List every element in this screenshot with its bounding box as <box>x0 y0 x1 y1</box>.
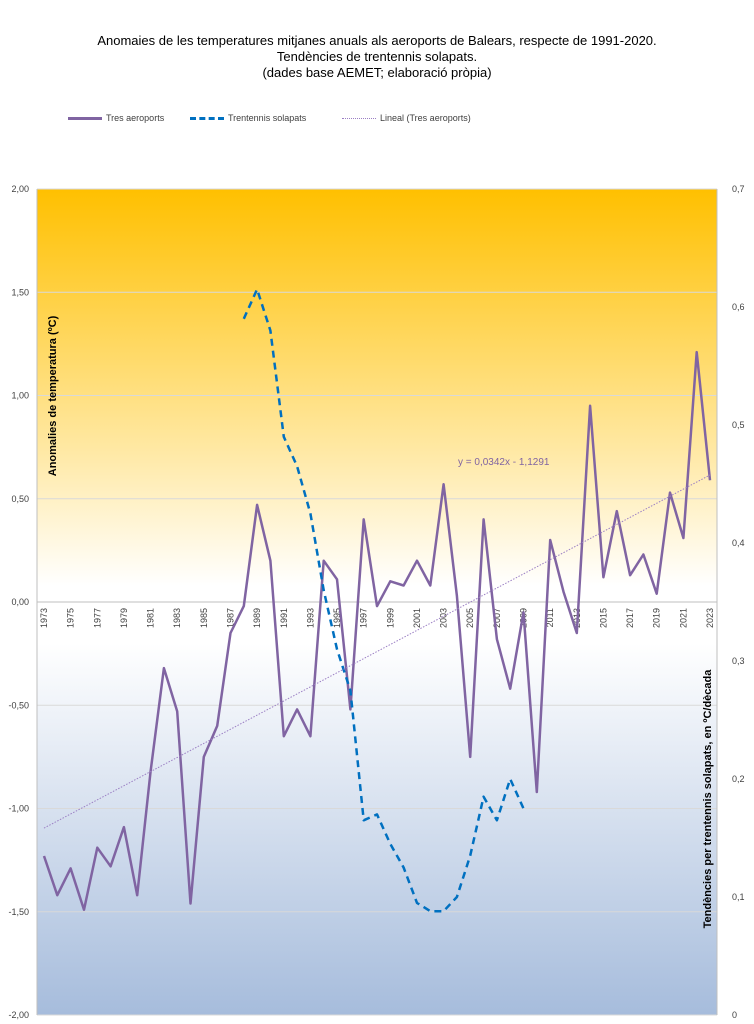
y2-tick-label-4: 0,3 <box>732 656 745 666</box>
y2-tick-label-5: 0,2 <box>732 774 745 784</box>
x-tick-label-1977: 1977 <box>92 608 102 628</box>
x-tick-label-1989: 1989 <box>252 608 262 628</box>
x-tick-label-2001: 2001 <box>412 608 422 628</box>
legend-item-lineal: Lineal (Tres aeroports) <box>342 113 471 123</box>
y-tick-label-2: 1,00 <box>11 391 29 401</box>
y-tick-label-1: 1,50 <box>11 287 29 297</box>
y-axis-title: Anomalies de temperatura (ºC) <box>47 315 59 476</box>
y2-tick-label-3: 0,4 <box>732 538 745 548</box>
x-tick-label-1985: 1985 <box>199 608 209 628</box>
chart-title-line3: (dades base AEMET; elaboració pròpia) <box>262 65 492 80</box>
y2-tick-label-0: 0,7 <box>732 184 745 194</box>
x-tick-label-2007: 2007 <box>492 608 502 628</box>
y-tick-label-5: -0,50 <box>8 700 29 710</box>
x-tick-label-1997: 1997 <box>359 608 369 628</box>
chart-title-line1: Anomaies de les temperatures mitjanes an… <box>97 33 657 48</box>
legend-label-tres-aeroports: Tres aeroports <box>106 113 165 123</box>
chart-title: Anomaies de les temperatures mitjanes an… <box>0 33 754 81</box>
chart-title-line2: Tendències de trentennis solapats. <box>276 49 478 64</box>
x-tick-label-1991: 1991 <box>279 608 289 628</box>
x-tick-label-2011: 2011 <box>545 608 555 627</box>
x-tick-label-1983: 1983 <box>172 608 182 628</box>
legend-swatch-dotted <box>342 117 376 119</box>
series-points-2 <box>43 474 711 829</box>
y2-tick-label-7: 0 <box>732 1010 737 1020</box>
x-tick-label-1979: 1979 <box>119 608 129 628</box>
x-tick-label-2023: 2023 <box>705 608 715 628</box>
x-tick-label-2015: 2015 <box>598 608 608 628</box>
x-tick-label-2019: 2019 <box>652 608 662 628</box>
x-tick-label-1995: 1995 <box>332 608 342 628</box>
x-tick-label-1981: 1981 <box>146 608 156 628</box>
x-tick-label-2021: 2021 <box>678 608 688 628</box>
y2-tick-label-1: 0,6 <box>732 302 745 312</box>
legend-swatch-dashed <box>190 116 224 120</box>
x-tick-label-1987: 1987 <box>225 608 235 628</box>
x-tick-label-2017: 2017 <box>625 608 635 628</box>
y-tick-label-6: -1,00 <box>8 804 29 814</box>
y-tick-label-4: 0,00 <box>11 597 29 607</box>
x-tick-label-2003: 2003 <box>439 608 449 628</box>
legend-label-trentennis: Trentennis solapats <box>228 113 307 123</box>
y-tick-label-0: 2,00 <box>11 184 29 194</box>
series-line-2 <box>43 474 711 829</box>
y2-tick-label-6: 0,1 <box>732 892 745 902</box>
legend-item-trentennis: Trentennis solapats <box>190 113 306 123</box>
x-tick-label-1973: 1973 <box>39 608 49 628</box>
legend-label-lineal: Lineal (Tres aeroports) <box>380 113 471 123</box>
y-tick-label-7: -1,50 <box>8 907 29 917</box>
series-line-1 <box>242 288 525 913</box>
y2-axis-title: Tendències per trentennis solapats, en º… <box>702 669 714 929</box>
x-tick-label-1993: 1993 <box>305 608 315 628</box>
y2-tick-label-2: 0,5 <box>732 420 745 430</box>
legend-item-tres-aeroports: Tres aeroports <box>68 113 164 123</box>
x-tick-label-1999: 1999 <box>385 608 395 628</box>
x-tick-label-2005: 2005 <box>465 608 475 628</box>
y-tick-label-8: -2,00 <box>8 1010 29 1020</box>
y-tick-label-3: 0,50 <box>11 494 29 504</box>
x-tick-label-1975: 1975 <box>66 608 76 628</box>
series-points-1 <box>243 289 524 912</box>
legend-swatch-solid <box>68 116 102 120</box>
trendline-equation: y = 0,0342x - 1,1291 <box>458 457 550 468</box>
